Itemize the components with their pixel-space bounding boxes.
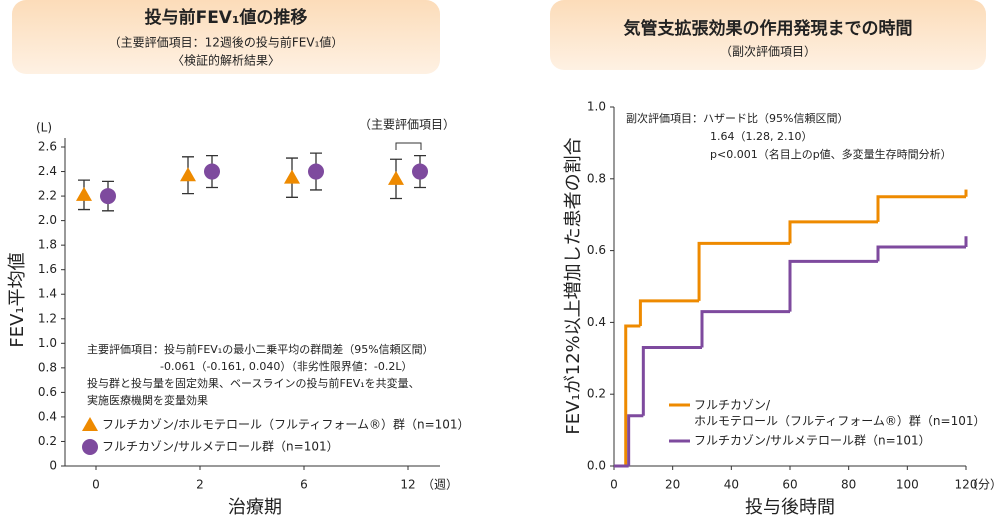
x-unit: （週） [422,478,458,492]
step-segment [788,259,878,312]
x-tick-label: 12 [400,478,415,492]
y-tick-label: 0.2 [38,434,57,448]
y-tick-label: 0.8 [38,360,57,374]
legend-label: フルチカゾン/サルメテロール群（n=101） [694,434,931,448]
y-tick-label: 0.6 [587,243,606,257]
y-tick-label: 2.6 [38,140,57,154]
y-tick-label: 0 [49,459,57,473]
y-tick-label: 2.0 [38,213,57,227]
x-tick-label: 120 [955,478,978,492]
y-axis-label: FEV₁平均値 [7,252,28,347]
header-box [550,0,986,70]
step-segment [876,245,966,262]
marker [308,163,324,180]
note: 副次評価項目：ハザード比（95%信頼区間） [626,111,848,125]
legend-label: フルチカゾン/ホルモテロール（フルティフォーム®）群（n=101） [694,398,986,428]
x-tick-label: 0 [92,478,100,492]
marker [412,163,428,180]
bracket [395,142,422,150]
legend-label: フルチカゾン/ホルモテロール（フルティフォーム®）群（n=101） [102,418,470,432]
step-segment [641,346,702,416]
marker [76,186,92,201]
y-tick-label: 2.2 [38,189,57,203]
y-tick-label: 0.4 [587,315,606,329]
chart-subtitle: （副次評価項目） [720,44,816,59]
x-axis-label: 投与後時間 [745,497,835,518]
header-box [12,0,440,74]
x-tick-label: 0 [610,478,618,492]
y-tick-label: 1.8 [38,238,57,252]
step-segment [788,220,878,244]
y-unit: (L) [36,121,52,135]
x-tick-label: 6 [300,478,308,492]
annotation: （主要評価項目） [359,117,455,132]
y-tick-label: 1.2 [38,311,57,325]
y-tick-label: 0.8 [587,171,606,185]
y-tick-label: 1.0 [587,100,606,114]
x-tick-label: 80 [841,478,856,492]
step-segment [638,299,700,326]
marker [180,167,196,182]
y-tick-label: 1.4 [38,287,57,301]
x-axis-label: 治療期 [228,497,282,518]
x-tick-label: 2 [196,478,204,492]
note: 主要評価項目：投与前FEV₁の最小二乗平均の群間差（95%信頼区間） [87,342,434,356]
step-segment [627,414,644,466]
note: p<0.001（名目上のp値、多変量生存時間分析） [710,147,952,161]
step-segment [697,241,790,301]
step-segment [876,195,966,222]
x-tick-label: 20 [665,478,680,492]
x-tick-label: 100 [896,478,919,492]
step-segment [700,310,790,348]
chart-title: 気管支拡張効果の作用発現までの時間 [623,18,913,39]
y-tick-label: 1.0 [38,336,57,350]
legend-label: フルチカゾン/サルメテロール群（n=101） [102,440,339,454]
y-tick-label: 0.2 [587,387,606,401]
marker [284,169,300,184]
chart-subtitle: 〈検証的解析結果〉 [172,53,280,68]
note: 実施医療機関を変量効果 [87,393,208,407]
marker [82,439,98,455]
y-tick-label: 0.0 [587,459,606,473]
marker [100,188,116,205]
y-axis-label: FEV₁が12%以上増加した患者の割合 [563,137,584,434]
note: 投与群と投与量を固定効果、ベースラインの投与前FEV₁を共変量、 [87,376,420,390]
marker [82,417,98,431]
y-tick-label: 0.4 [38,409,57,423]
marker [204,163,220,180]
note: 1.64（1.28, 2.10） [710,130,812,143]
x-tick-label: 40 [724,478,739,492]
y-tick-label: 2.4 [38,164,57,178]
note: -0.061（-0.161, 0.040）（非劣性限界値：-0.2L） [160,359,413,373]
y-tick-label: 1.6 [38,262,57,276]
x-unit: （分） [966,478,1000,492]
step-segment [624,324,641,466]
chart-subtitle: （主要評価項目：12週後の投与前FEV₁値） [109,35,344,50]
y-tick-label: 0.6 [38,385,57,399]
marker [388,170,404,185]
x-tick-label: 60 [782,478,797,492]
chart-title: 投与前FEV₁値の推移 [145,7,308,28]
